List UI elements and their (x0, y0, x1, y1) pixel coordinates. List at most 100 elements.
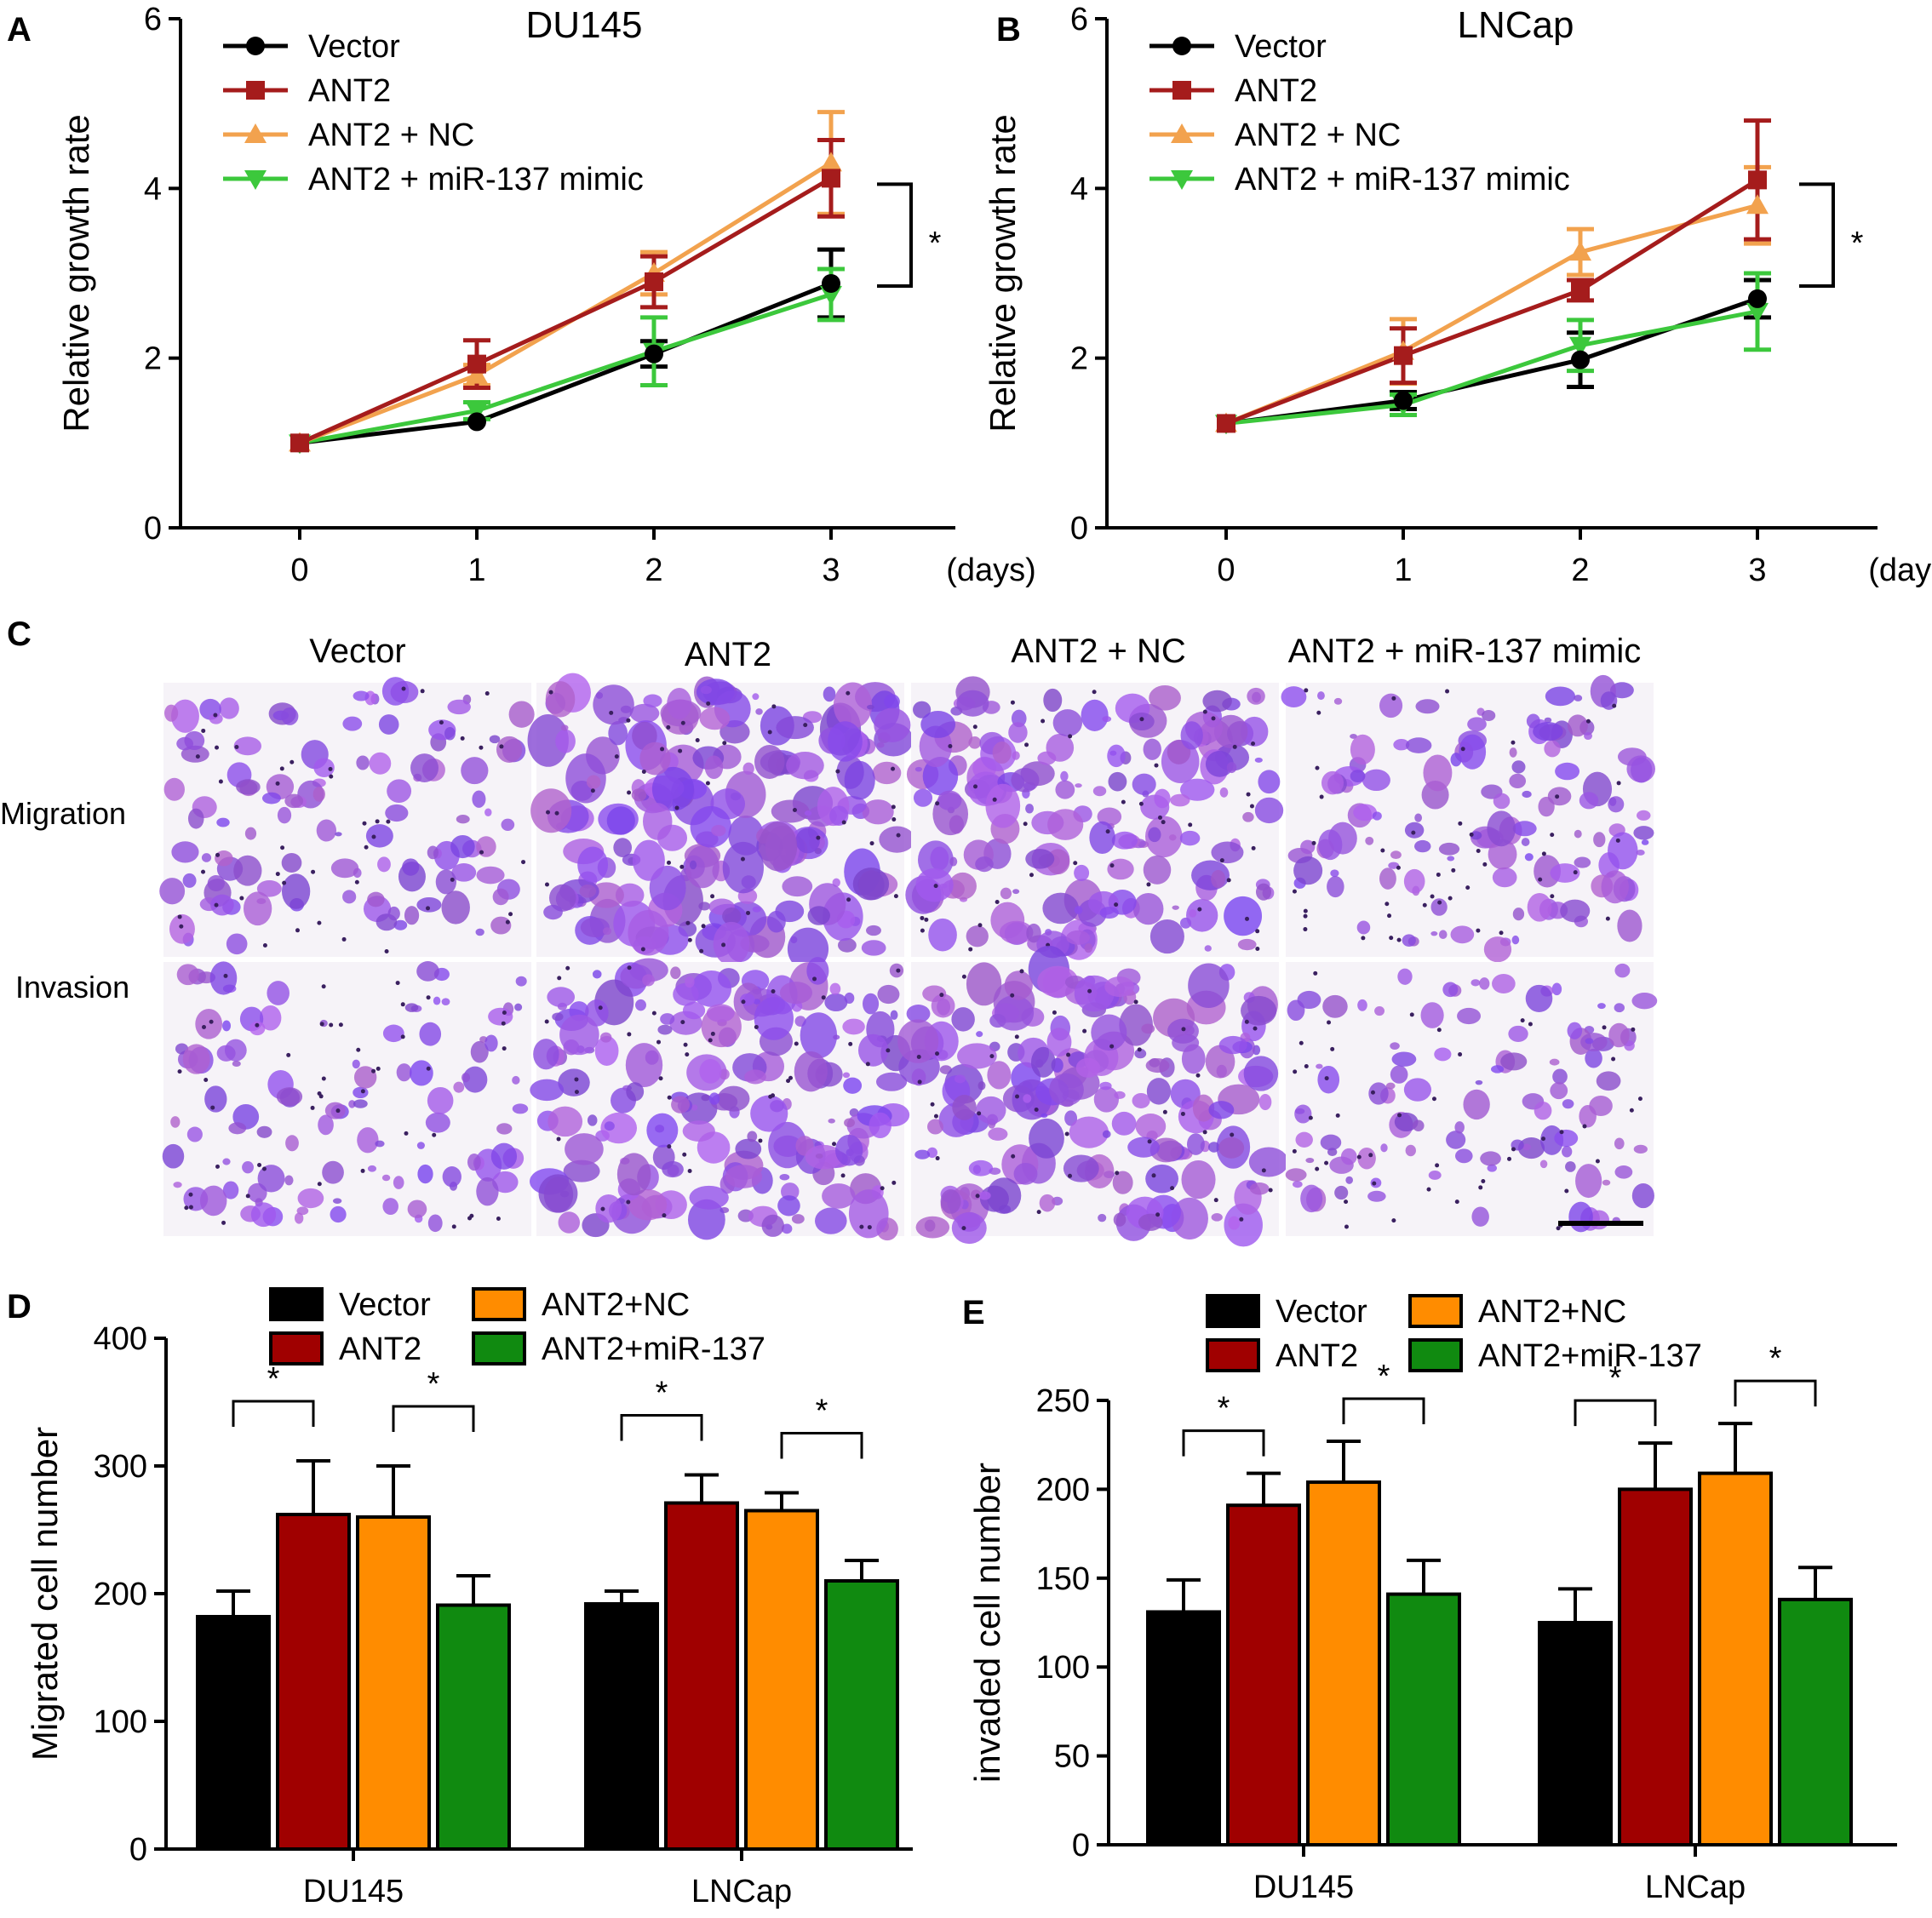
pore-dot (1157, 815, 1162, 820)
stained-cell (879, 826, 915, 853)
stained-cell (1145, 1058, 1170, 1074)
pore-dot (1469, 832, 1474, 837)
pore-dot (1538, 877, 1543, 882)
stained-cell (281, 873, 311, 909)
pore-dot (1019, 969, 1024, 974)
stained-cell (956, 690, 989, 717)
stained-cell (1218, 1035, 1247, 1055)
pore-dot (816, 835, 821, 840)
stained-cell (489, 735, 501, 744)
pore-dot (1246, 792, 1251, 797)
stained-cell (704, 755, 724, 779)
pore-dot (1092, 690, 1097, 695)
row-label-migration: Migration (0, 796, 126, 831)
stained-cell (488, 1007, 513, 1026)
pore-dot (896, 833, 901, 838)
pore-dot (821, 995, 826, 1000)
stained-cell (1368, 1082, 1389, 1105)
stained-cell (381, 1174, 391, 1182)
stained-cell (417, 1164, 433, 1184)
stained-cell (1192, 1094, 1215, 1122)
legend-label: Vector (308, 29, 400, 65)
stained-cell (224, 1039, 247, 1062)
pore-dot (1303, 908, 1308, 913)
data-point (1217, 414, 1235, 433)
significance-bracket (780, 1432, 863, 1459)
data-point (467, 354, 486, 374)
stained-cell (555, 729, 576, 753)
stained-cell (514, 1003, 523, 1011)
pore-dot (310, 1105, 315, 1110)
pore-dot (508, 912, 513, 917)
stained-cell (404, 1003, 419, 1012)
pore-dot (1629, 1108, 1634, 1113)
stained-cell (1517, 1137, 1545, 1159)
pore-dot (371, 1068, 376, 1074)
stained-cell (450, 835, 475, 859)
pore-dot (1138, 801, 1144, 806)
bar (1386, 1592, 1461, 1847)
stained-cell (1187, 1133, 1205, 1155)
stained-cell (1186, 898, 1218, 932)
stained-cell (1547, 787, 1572, 806)
pore-dot (886, 1048, 891, 1053)
stained-cell (1055, 780, 1075, 799)
stained-cell (1379, 693, 1403, 719)
stained-cell (1574, 695, 1583, 701)
stained-cell (1322, 994, 1348, 1018)
stained-cell (986, 1177, 1022, 1214)
pore-dot (683, 1042, 688, 1047)
pore-dot (1550, 894, 1555, 899)
stained-cell (1614, 1137, 1625, 1150)
pore-dot (1304, 688, 1309, 693)
pore-dot (1344, 1224, 1349, 1229)
pore-dot (426, 1066, 431, 1071)
pore-dot (1115, 1171, 1120, 1176)
stained-cell (560, 724, 569, 731)
significance-mark: * (929, 226, 942, 261)
pore-dot (680, 1020, 685, 1025)
pore-dot (1303, 913, 1308, 919)
stained-cell (844, 760, 875, 800)
stained-cell (1403, 1078, 1432, 1102)
stained-cell (1522, 1143, 1531, 1151)
pore-dot (505, 919, 510, 925)
stained-cell (625, 1043, 663, 1088)
pore-dot (321, 1076, 326, 1081)
stained-cell (182, 873, 197, 888)
stained-cell (242, 1161, 254, 1174)
stained-cell (875, 1072, 908, 1091)
stained-cell (794, 1051, 828, 1092)
stained-cell (256, 880, 282, 897)
stained-cell (833, 1034, 840, 1040)
x-tick-label: 3 (822, 552, 840, 588)
stained-cell (1614, 1165, 1633, 1179)
stained-cell (407, 1199, 427, 1218)
stained-cell (616, 1153, 651, 1196)
stained-cell (1041, 1113, 1048, 1118)
stained-cell (1393, 739, 1410, 751)
x-tick-label: 0 (1217, 552, 1235, 588)
bar (1538, 1621, 1613, 1846)
stained-cell (515, 976, 527, 987)
stained-cell (1029, 1118, 1064, 1159)
stained-cell (382, 1198, 398, 1215)
stained-cell (356, 755, 370, 770)
pore-dot (1324, 1160, 1329, 1165)
stained-cell (915, 1216, 950, 1239)
stained-cell (829, 982, 841, 995)
stained-cell (1574, 829, 1582, 839)
bar (824, 1579, 899, 1851)
stained-cell (968, 1159, 994, 1177)
pore-dot (1219, 858, 1224, 863)
stained-cell (1539, 1159, 1548, 1169)
pore-dot (609, 710, 614, 715)
stained-cell (209, 713, 223, 724)
stained-cell (608, 721, 628, 746)
legend-label: ANT2+NC (542, 1287, 690, 1323)
pore-dot (546, 810, 551, 815)
pore-dot (627, 1032, 632, 1037)
pore-dot (1299, 1040, 1304, 1045)
pore-dot (1195, 1073, 1201, 1078)
stained-cell (1093, 1086, 1119, 1113)
